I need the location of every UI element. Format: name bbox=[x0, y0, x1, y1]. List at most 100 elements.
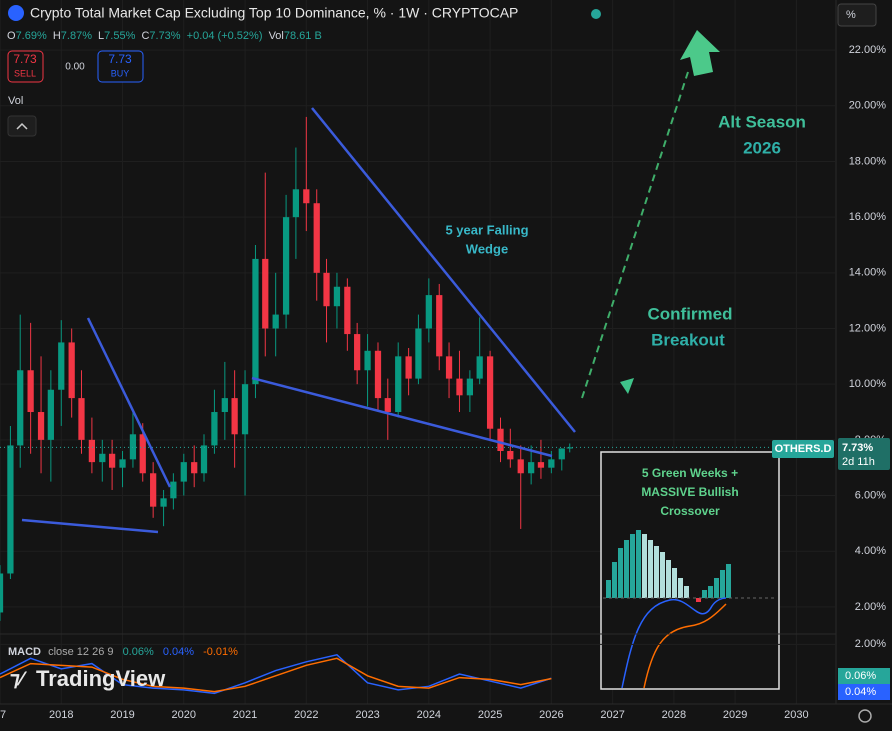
trendline bbox=[86, 317, 172, 488]
candle-body bbox=[405, 356, 412, 379]
macd-title: MACD bbox=[8, 646, 41, 658]
candle-body bbox=[17, 370, 24, 446]
collapse-icon[interactable] bbox=[16, 122, 28, 130]
collapse-button[interactable] bbox=[7, 115, 37, 137]
volume-value: 78.61 B bbox=[284, 30, 322, 42]
candle-body bbox=[384, 398, 391, 413]
annotation: 2026 bbox=[743, 138, 781, 157]
ohlc-key: O bbox=[7, 30, 16, 42]
candles bbox=[0, 116, 835, 621]
candle-body bbox=[466, 378, 474, 396]
candle-body bbox=[507, 450, 514, 460]
scale-button-label[interactable]: % bbox=[846, 9, 856, 21]
candle-body bbox=[537, 462, 545, 468]
buy-price[interactable]: 7.73 bbox=[108, 52, 132, 66]
ohlc-value: 7.73% bbox=[149, 30, 180, 42]
macd-badge bbox=[838, 668, 890, 684]
inset-note: Crossover bbox=[660, 504, 720, 518]
x-tick-label: 2020 bbox=[172, 709, 196, 721]
ohlc-key: H bbox=[53, 30, 61, 42]
candle-body bbox=[476, 356, 483, 379]
candle-body bbox=[119, 459, 126, 468]
y-tick-label: 10.00% bbox=[849, 378, 887, 390]
candle-body bbox=[88, 439, 96, 463]
ohlc-key: L bbox=[98, 30, 104, 42]
inset: 5 Green Weeks + MASSIVE Bullish Crossove… bbox=[600, 451, 780, 690]
ohlc-value: 7.69% bbox=[16, 30, 47, 42]
candle-body bbox=[150, 473, 157, 507]
price-scale bbox=[836, 0, 892, 731]
macd-pane bbox=[0, 643, 835, 695]
candle-body bbox=[170, 481, 177, 499]
candle-body bbox=[47, 389, 54, 440]
candle-body bbox=[425, 295, 432, 329]
macd-signal-line bbox=[0, 657, 552, 693]
candle-body bbox=[160, 498, 167, 507]
sell-button[interactable] bbox=[7, 50, 44, 83]
volume-key: Vol bbox=[269, 30, 284, 42]
y-tick-label: 20.00% bbox=[849, 100, 887, 112]
trendline bbox=[251, 376, 553, 458]
symbol-badge-label: OTHERS.D bbox=[775, 443, 832, 455]
x-tick-label: 2025 bbox=[478, 709, 502, 721]
trendlines bbox=[21, 107, 576, 534]
candle-body bbox=[231, 398, 238, 435]
inset-note: 5 Green Weeks + bbox=[642, 466, 738, 480]
x-tick-label: 2021 bbox=[233, 709, 257, 721]
macd-badge bbox=[838, 684, 890, 700]
settings-icon[interactable] bbox=[858, 709, 872, 723]
macd-badge-label: 0.06% bbox=[845, 670, 876, 682]
ohlc: O7.69% H7.87% L7.55% C7.73% +0.04 (+0.52… bbox=[7, 30, 322, 42]
macd-readout: 0.04% bbox=[163, 646, 194, 658]
candle-body bbox=[180, 462, 187, 482]
candle-body bbox=[211, 412, 218, 446]
candle-body bbox=[364, 350, 371, 371]
annotation: 5 year Falling bbox=[445, 222, 528, 237]
candle-body bbox=[528, 462, 535, 474]
scale-button[interactable] bbox=[837, 3, 877, 27]
title: Crypto Total Market Cap Excluding Top 10… bbox=[30, 5, 518, 21]
x-tick-label: 2018 bbox=[49, 709, 73, 721]
macd-readout: -0.01% bbox=[203, 646, 238, 658]
macd-readout: 0.06% bbox=[123, 646, 154, 658]
candle-body bbox=[58, 342, 65, 390]
candle-body bbox=[313, 203, 320, 273]
time-axis: 17 2018 2019 2020 2021 2022 2023 2024 2025 2026 20… bbox=[0, 709, 809, 721]
ohlc-key: C bbox=[141, 30, 149, 42]
candle-body bbox=[78, 398, 85, 440]
change: +0.04 (+0.52%) bbox=[187, 30, 263, 42]
volume-label: Vol bbox=[8, 95, 23, 107]
up-arrow bbox=[680, 30, 720, 76]
sell-price[interactable]: 7.73 bbox=[13, 52, 37, 66]
trendline bbox=[21, 518, 159, 534]
x-tick-label: 2019 bbox=[110, 709, 134, 721]
x-tick-label: 2028 bbox=[662, 709, 686, 721]
x-tick-label: 2026 bbox=[539, 709, 563, 721]
x-tick-label: 2023 bbox=[355, 709, 379, 721]
projection-line bbox=[581, 71, 689, 399]
candle-body bbox=[282, 217, 290, 315]
annotation: Confirmed bbox=[648, 304, 733, 323]
trendline bbox=[311, 107, 576, 433]
candle-body bbox=[191, 462, 198, 474]
y-tick-label: 6.00% bbox=[855, 489, 886, 501]
spread: 0.00 bbox=[65, 62, 85, 73]
buy-button[interactable] bbox=[97, 50, 144, 83]
y-tick-label: 22.00% bbox=[849, 44, 887, 56]
countdown: 2d 11h bbox=[842, 456, 875, 468]
candle-body bbox=[37, 412, 45, 440]
status-dot bbox=[591, 9, 601, 19]
candle-body bbox=[272, 314, 279, 329]
buy-label[interactable]: BUY bbox=[111, 68, 130, 78]
inset-note: MASSIVE Bullish bbox=[641, 485, 738, 499]
candle-body bbox=[27, 370, 34, 413]
y-tick-label: 16.00% bbox=[849, 211, 887, 223]
candle-body bbox=[486, 356, 494, 429]
x-tick-label: 17 bbox=[0, 709, 6, 721]
candle-body bbox=[200, 445, 208, 474]
candle-body bbox=[139, 434, 146, 474]
sell-label[interactable]: SELL bbox=[14, 68, 36, 78]
y-tick-label: 2.00% bbox=[855, 601, 886, 613]
